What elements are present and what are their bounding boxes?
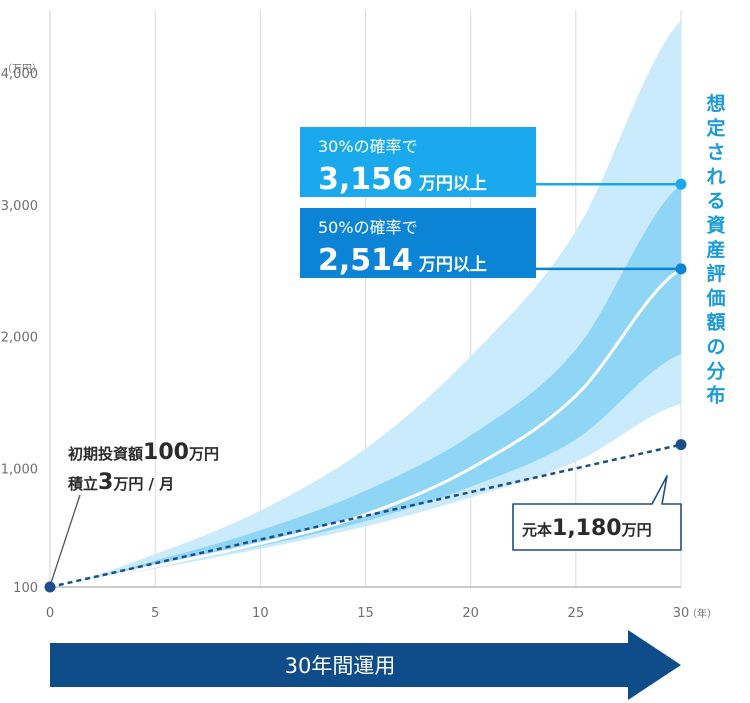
y-tick-label: 100: [13, 581, 38, 596]
callout-50-value-row: 2,514 万円以上: [318, 243, 487, 278]
monthly-contribution-unit: 万円 / 月: [112, 475, 174, 493]
x-tick-label: 20: [462, 606, 479, 621]
initial-investment-text: 初期投資額100万円: [68, 440, 219, 465]
probability-bands: [50, 20, 681, 588]
vertical-title-char: 産: [706, 238, 725, 261]
vertical-title-char: 額: [706, 311, 725, 334]
x-tick-label: 0: [46, 606, 54, 621]
vertical-title-char: る: [706, 190, 725, 212]
callout-30-value-row: 3,156 万円以上: [318, 162, 487, 197]
marker-30-percent: [675, 178, 687, 190]
initial-investment-unit: 万円: [188, 445, 219, 463]
callout-50-unit: 万円以上: [418, 255, 487, 275]
initial-investment-value: 100: [143, 440, 189, 465]
callout-30-percent: 30%の確率で 3,156 万円以上: [300, 127, 536, 197]
monthly-contribution-prefix: 積立: [67, 475, 98, 493]
principal-bubble: [512, 475, 682, 551]
principal-text: 元本1,180万円: [522, 516, 652, 541]
callout-30-unit: 万円以上: [418, 174, 487, 194]
arrow-label: 30年間運用: [285, 654, 396, 678]
x-tick-label: 10: [252, 606, 269, 621]
arrow-shape: [50, 630, 681, 700]
x-tick-labels: 0 5 10 15 20 25 30: [46, 606, 689, 621]
vertical-title-char: 布: [706, 384, 725, 407]
annotation-leader-line: [49, 494, 81, 587]
x-unit-label: （年）: [687, 607, 717, 620]
initial-investment-prefix: 初期投資額: [68, 445, 143, 463]
callout-50-percent: 50%の確率で 2,514 万円以上: [300, 208, 536, 278]
vertical-title-char: 分: [706, 360, 725, 382]
callout-50-line1: 50%の確率で: [318, 218, 418, 237]
principal-prefix: 元本: [522, 521, 552, 539]
end-markers: [44, 178, 687, 593]
marker-principal: [675, 439, 687, 451]
y-tick-label: 4,000: [1, 67, 38, 82]
y-tick-label: 2,000: [1, 331, 38, 346]
vertical-title-char: 定: [706, 116, 725, 139]
vertical-title-char: 想: [706, 92, 725, 115]
x-tick-label: 15: [357, 606, 374, 621]
vertical-title-char: 資: [706, 214, 725, 237]
operation-period-arrow: 30年間運用: [50, 630, 681, 700]
callout-30-box: [300, 127, 536, 197]
series-lines: [49, 267, 682, 589]
probability-band-2: [50, 184, 681, 587]
vertical-title-char: の: [706, 336, 725, 358]
marker-start: [44, 581, 56, 593]
initial-investment-annotation: 初期投資額100万円 積立3万円 / 月: [49, 440, 219, 587]
y-tick-labels: 100 1,000 2,000 3,000 4,000: [1, 67, 38, 596]
principal-value: 1,180: [552, 516, 622, 541]
vertical-title-char: さ: [706, 142, 725, 164]
monthly-contribution-text: 積立3万円 / 月: [67, 470, 174, 495]
y-tick-label: 3,000: [1, 199, 38, 214]
callout-50-value: 2,514: [318, 243, 413, 278]
x-tick-label: 30: [673, 606, 690, 621]
vertical-title-char: れ: [706, 166, 725, 188]
vertical-title-char: 評: [706, 262, 725, 285]
vertical-title-char: 価: [705, 287, 725, 309]
principal-unit: 万円: [621, 521, 652, 539]
callout-50-box: [300, 208, 536, 278]
x-tick-label: 5: [151, 606, 159, 621]
y-unit-label: （万円）: [2, 63, 42, 75]
callout-30-value: 3,156: [318, 162, 413, 197]
marker-50-percent: [675, 263, 687, 275]
y-tick-label: 1,000: [1, 462, 38, 477]
principal-callout: 元本1,180万円: [512, 475, 682, 551]
median-line: [49, 267, 682, 589]
x-tick-label: 25: [568, 606, 585, 621]
monthly-contribution-value: 3: [98, 470, 113, 495]
callout-30-line1: 30%の確率で: [318, 137, 418, 156]
